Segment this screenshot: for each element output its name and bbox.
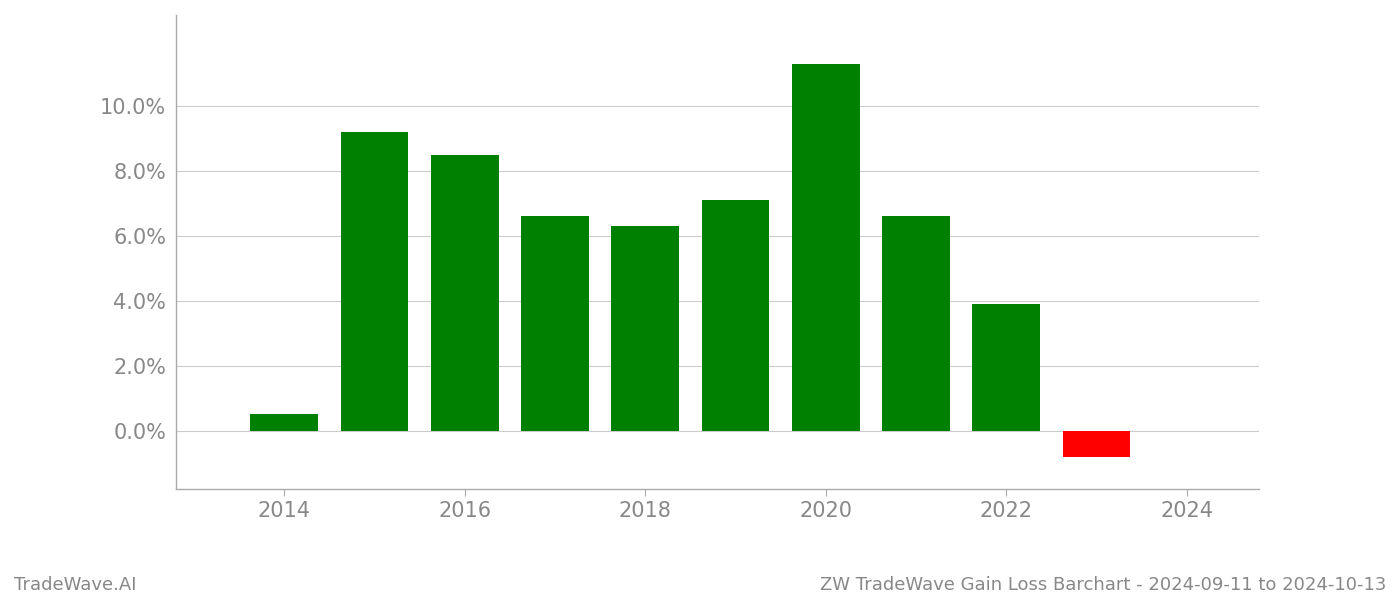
Text: TradeWave.AI: TradeWave.AI [14,576,137,594]
Text: ZW TradeWave Gain Loss Barchart - 2024-09-11 to 2024-10-13: ZW TradeWave Gain Loss Barchart - 2024-0… [819,576,1386,594]
Bar [431,155,498,431]
Bar [701,200,770,431]
Bar [340,132,409,431]
Bar [1063,431,1130,457]
Bar [251,415,318,431]
Bar [521,216,589,431]
Bar [973,304,1040,431]
Bar [612,226,679,431]
Bar [882,216,949,431]
Bar [792,64,860,431]
